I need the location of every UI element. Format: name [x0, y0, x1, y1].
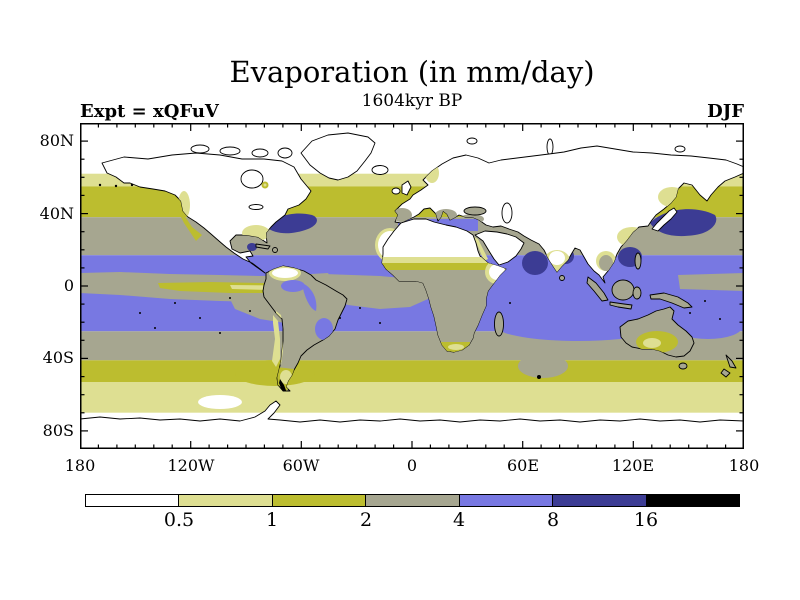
- experiment-label: Expt = xQFuV: [80, 101, 219, 122]
- x-tick-label: 180: [64, 456, 96, 475]
- new-guinea: [649, 292, 693, 309]
- sulawesi: [632, 286, 642, 300]
- tasmania: [678, 362, 688, 370]
- arctic-island-1: [190, 144, 210, 154]
- new-zealand-north: [725, 354, 737, 369]
- x-tick-label: 120E: [611, 456, 655, 475]
- ireland: [391, 187, 401, 195]
- svalbard: [466, 137, 478, 145]
- philippines: [634, 252, 642, 270]
- hudson-south-pale-core: [263, 183, 267, 187]
- iceland: [371, 165, 389, 175]
- red-sea-pale-strip: [474, 237, 488, 261]
- british-isles: [401, 180, 412, 196]
- madagascar: [494, 311, 504, 337]
- se-brazil-blue-patch: [315, 318, 333, 340]
- colorbar-segment: [271, 495, 366, 506]
- australia-interior-pale-core: [643, 338, 661, 348]
- dateline-high-evap-dot: [689, 212, 705, 226]
- southern-ocean-white-gap: [198, 395, 242, 409]
- arctic-island-4: [277, 147, 293, 159]
- y-tick-label: 80S: [42, 421, 74, 440]
- y-tick-label: 0: [63, 276, 74, 295]
- hudson-bay: [240, 169, 264, 189]
- x-tick-label: 0: [406, 456, 418, 475]
- tasman-sea-blue-patch: [674, 315, 742, 339]
- hispaniola: [272, 247, 278, 253]
- antarctica: [80, 400, 744, 449]
- colorbar-boundary-label: 16: [633, 509, 659, 531]
- x-tick-label: 60E: [506, 456, 540, 475]
- map-frame: [80, 123, 744, 449]
- venezuela-white-patch: [272, 268, 298, 278]
- y-tick-label: 40S: [42, 348, 74, 367]
- colorbar-boundary-label: 8: [546, 509, 560, 531]
- page-title: Evaporation (in mm/day): [229, 55, 595, 89]
- colorbar-boundary-label: 2: [359, 509, 373, 531]
- chile-coastal-pale-strip: [272, 315, 280, 367]
- y-tick-label: 80N: [39, 131, 74, 150]
- greenland: [300, 132, 376, 181]
- iberia-gray-patch: [395, 208, 412, 222]
- cape-pale-core: [448, 344, 464, 350]
- colorbar-segment: [178, 495, 272, 506]
- sahel-pale-stripe: [382, 257, 495, 264]
- central-brazil-blue-streak: [302, 283, 317, 311]
- colorbar-segment: [365, 495, 459, 506]
- colorbar-segment: [86, 495, 179, 506]
- new-siberian-islands: [674, 145, 686, 153]
- arctic-island-3: [251, 148, 269, 158]
- arabian-peninsula: [474, 230, 525, 266]
- south-indian-gray-dip: [518, 354, 568, 378]
- sahel-olive-stripe: [382, 263, 495, 271]
- colorbar-boundary-label: 4: [452, 509, 466, 531]
- world-evaporation-map: [80, 123, 744, 449]
- south-indian-deep-blue-patch: [496, 314, 644, 341]
- arabian-sea-high-evap-patch: [522, 251, 548, 275]
- great-lakes: [248, 204, 264, 210]
- borneo: [611, 279, 635, 301]
- colorbar-boundary-label: 0.5: [163, 509, 195, 531]
- x-tick-label: 60W: [282, 456, 320, 475]
- indochina-gray-patch: [599, 255, 613, 271]
- nw-amazon-blue-patch: [281, 280, 305, 292]
- x-tick-label: 120W: [167, 456, 215, 475]
- black-sea: [463, 206, 487, 216]
- colorbar-segment: [458, 495, 553, 506]
- island-speckles: [98, 183, 721, 379]
- plot-subtitle: 1604kyr BP: [361, 91, 463, 111]
- equatorial-atlantic-gray-patch: [324, 274, 432, 309]
- cuba: [255, 243, 271, 250]
- season-label: DJF: [707, 101, 744, 122]
- na-west-coast-olive-strip: [178, 209, 202, 241]
- west-pacific-equatorial-gray-band: [678, 273, 744, 291]
- caspian-sea: [501, 202, 513, 224]
- yucatan-high-evap-dot: [247, 243, 257, 251]
- y-tick-label: 40N: [39, 204, 74, 223]
- colorbar-segment: [645, 495, 739, 506]
- south-andes-black-spot: [279, 379, 287, 391]
- india-white-core: [549, 251, 565, 265]
- x-tick-label: 180: [728, 456, 760, 475]
- colorbar: [85, 494, 740, 507]
- colorbar-segment: [552, 495, 646, 506]
- sri-lanka: [559, 275, 565, 281]
- japan: [651, 207, 678, 232]
- new-zealand-south: [720, 368, 731, 378]
- java: [609, 301, 633, 310]
- sumatra: [586, 276, 609, 302]
- novaya-zemlya: [546, 138, 554, 156]
- colorbar-boundary-label: 1: [265, 509, 279, 531]
- arctic-island-2: [219, 146, 241, 156]
